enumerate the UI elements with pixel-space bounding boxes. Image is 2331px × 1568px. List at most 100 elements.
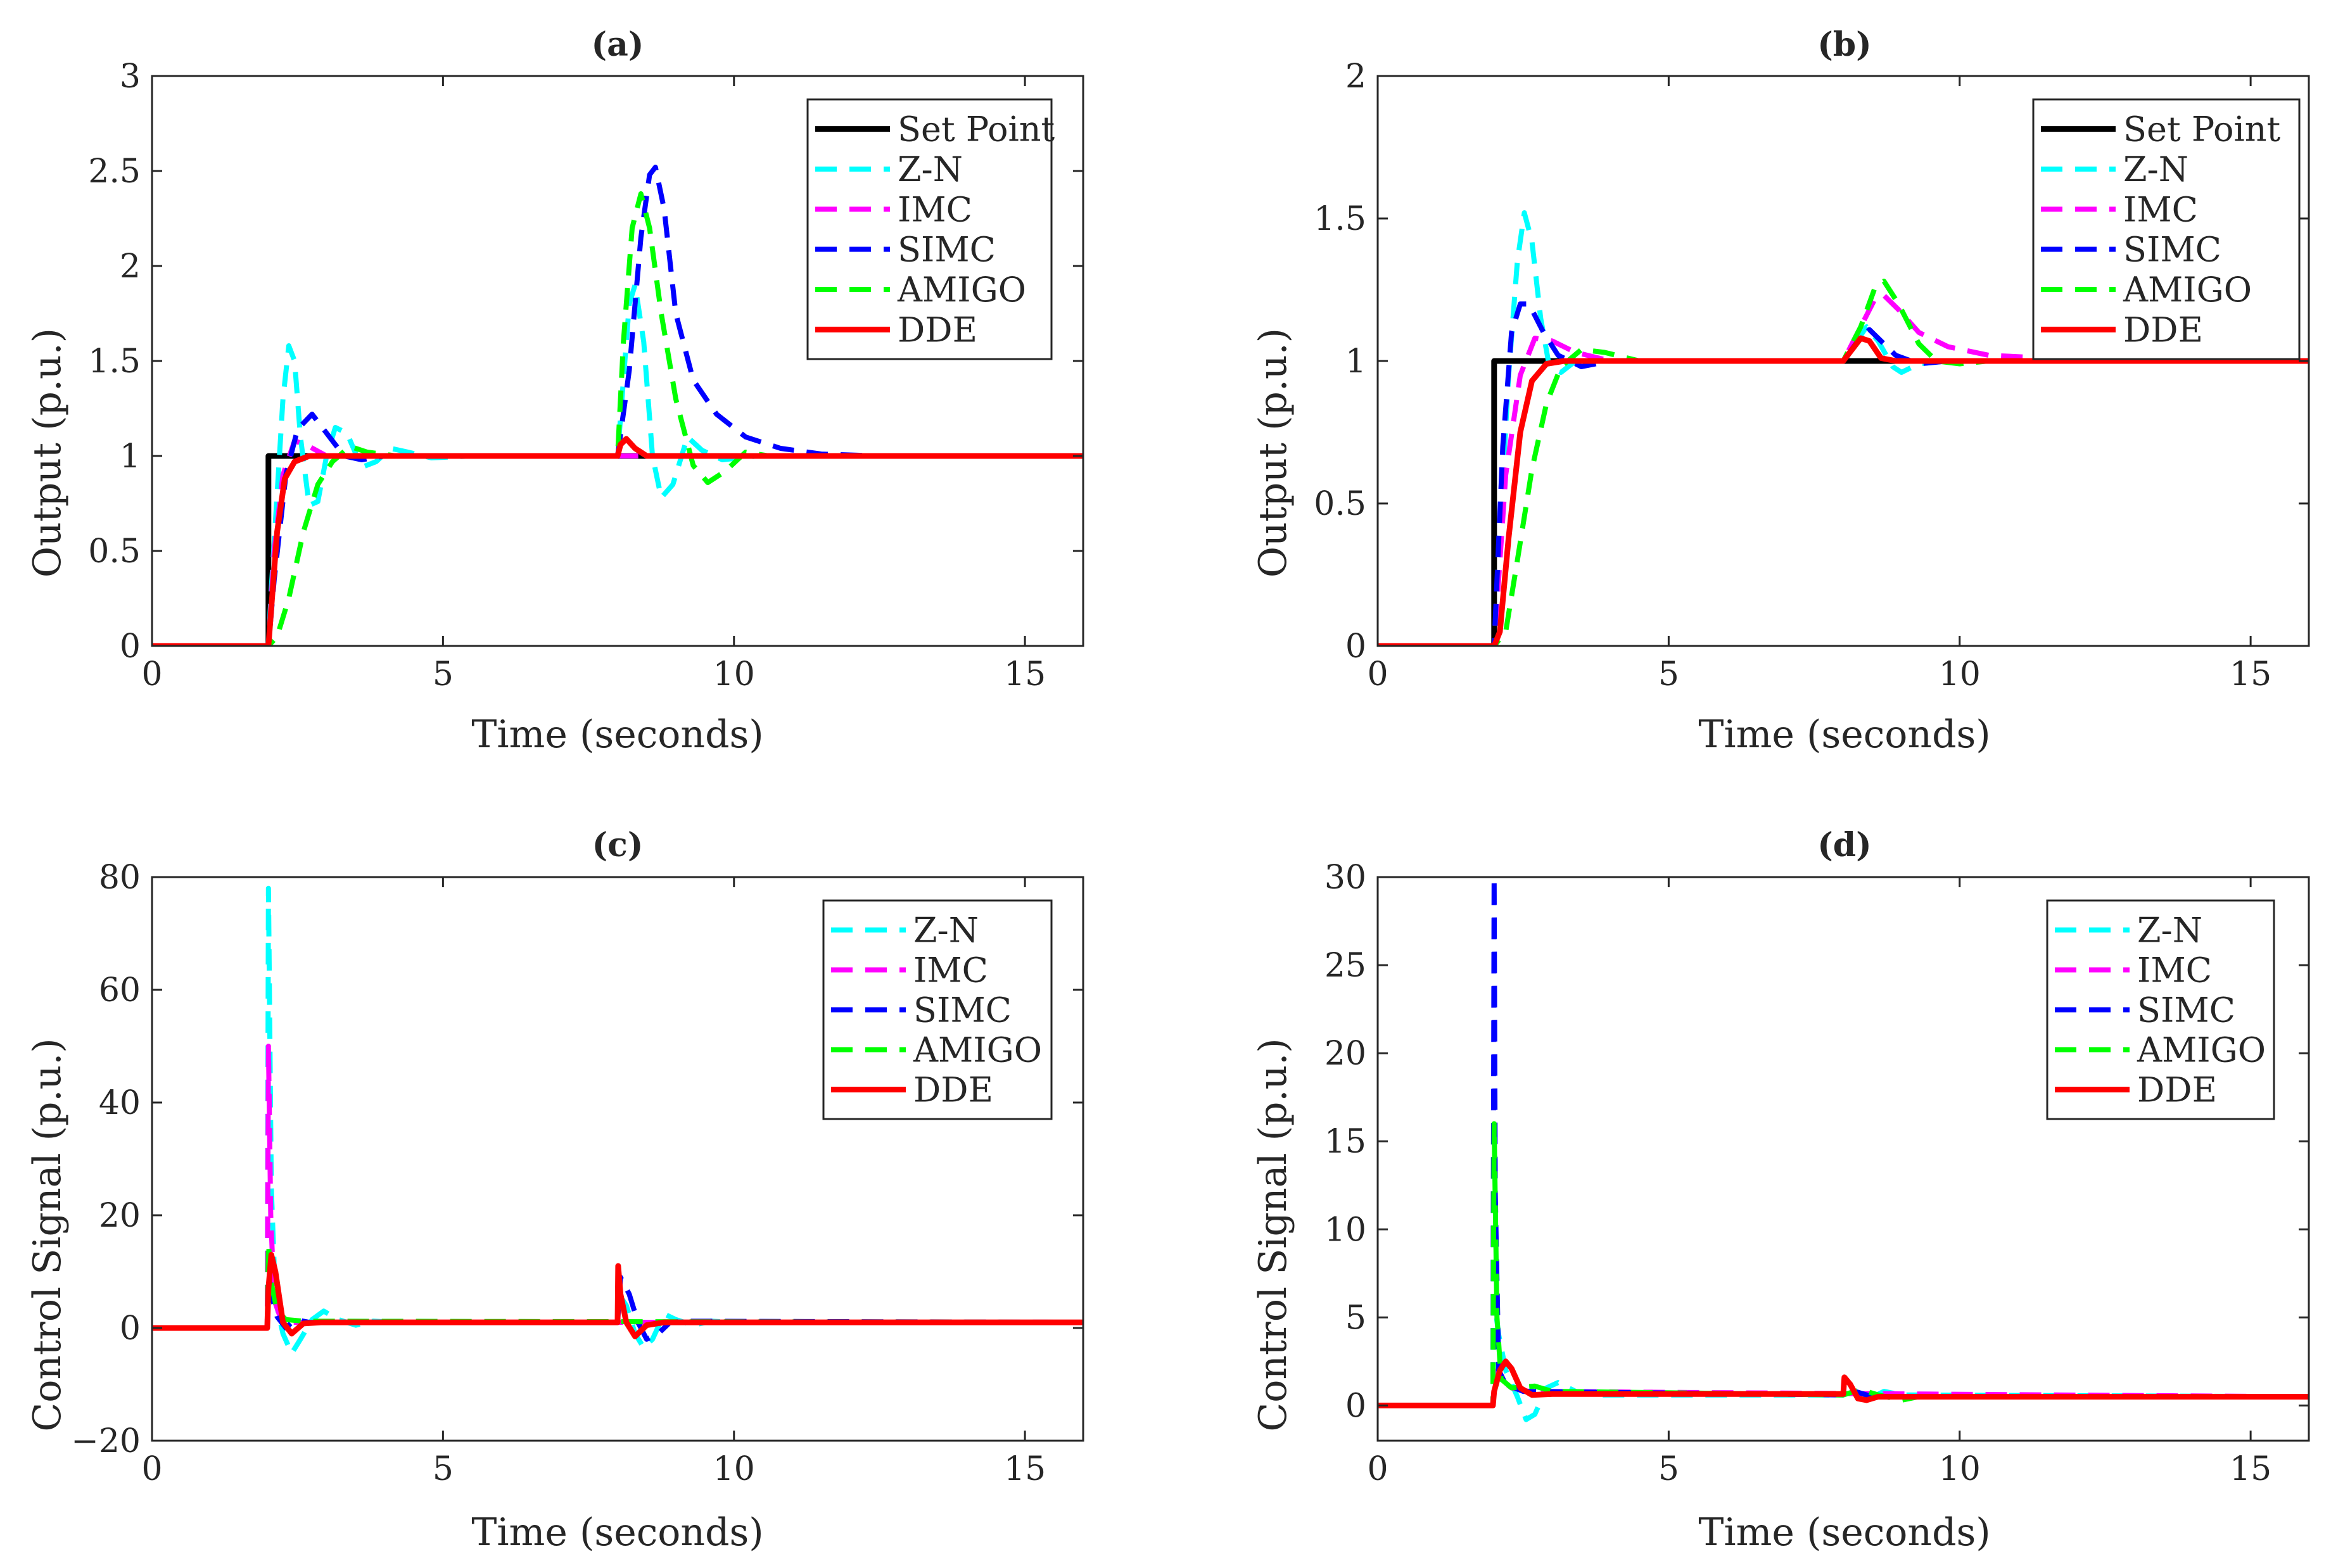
- legend-label: AMIGO: [2123, 270, 2252, 310]
- x-tick-label: 5: [1658, 1450, 1679, 1488]
- panel-title: (a): [592, 25, 644, 64]
- x-tick-label: 5: [433, 1450, 454, 1488]
- axes-box: [1376, 876, 2310, 1442]
- legend-box: [822, 899, 1053, 1120]
- legend-box: [2046, 899, 2275, 1120]
- series-line-amigo: [152, 191, 1083, 646]
- y-tick-label: 2.5: [88, 153, 141, 191]
- x-tick-label: 15: [2230, 655, 2271, 693]
- series-group: [1378, 210, 2309, 646]
- x-tick-label: 0: [1367, 655, 1388, 693]
- series-line-simc: [1378, 877, 2309, 1408]
- x-tick-label: 10: [713, 655, 755, 693]
- x-tick-label: 10: [1939, 655, 1981, 693]
- y-tick-label: −20: [71, 1422, 141, 1460]
- y-tick-label: 60: [99, 971, 141, 1009]
- panel-title: (d): [1817, 826, 1872, 864]
- series-line-z-n: [1378, 210, 2309, 646]
- legend-label: Set Point: [2123, 110, 2281, 149]
- x-tick-label: 10: [1939, 1450, 1981, 1488]
- series-line-dde: [1378, 335, 2309, 646]
- legend-label: SIMC: [2137, 990, 2235, 1030]
- series-line-imc: [1378, 293, 2309, 646]
- x-axis-label: Time (seconds): [471, 712, 763, 757]
- x-tick-label: 5: [433, 655, 454, 693]
- series-line-amigo: [1378, 1121, 2309, 1408]
- y-tick-label: 1.5: [1314, 200, 1366, 238]
- legend-box: [2032, 98, 2301, 360]
- legend-label: Z-N: [898, 149, 963, 189]
- y-tick-label: 80: [99, 859, 141, 897]
- legend-label: Z-N: [2137, 911, 2202, 951]
- legend-label: DDE: [2137, 1070, 2217, 1110]
- series-line-simc: [152, 165, 1083, 646]
- x-tick-label: 15: [2230, 1450, 2271, 1488]
- x-tick-label: 15: [1004, 655, 1046, 693]
- chart-panel-d: (d) Time (seconds) Control Signal (p.u.)…: [1251, 826, 2310, 1555]
- x-tick-label: 15: [1004, 1450, 1046, 1488]
- y-tick-label: 20: [99, 1197, 141, 1235]
- series-line-dde: [1378, 1358, 2309, 1408]
- y-tick-label: 2: [1345, 58, 1366, 96]
- chart-panel-b: (b) Time (seconds) Output (p.u.) 0 5 10 150…: [1251, 25, 2310, 757]
- legend-label: AMIGO: [913, 1030, 1042, 1070]
- chart-panel-a: (a) Time (seconds) Output (p.u.) 0 5 10 150…: [25, 25, 1084, 757]
- x-tick-label: 10: [713, 1450, 755, 1488]
- series-group: [152, 885, 1083, 1356]
- series-group: [152, 165, 1083, 646]
- y-tick-label: 30: [1324, 859, 1366, 897]
- legend-label: IMC: [2137, 951, 2212, 990]
- x-axis-label: Time (seconds): [1698, 712, 1990, 757]
- series-line-dde: [152, 436, 1083, 646]
- panel-title: (c): [592, 826, 644, 864]
- y-tick-label: 0.5: [1314, 485, 1366, 523]
- legend-label: IMC: [2123, 189, 2198, 229]
- series-line-amigo: [152, 1241, 1083, 1331]
- y-tick-label: 3: [120, 58, 141, 96]
- y-tick-label: 0: [120, 628, 141, 666]
- x-tick-label: 0: [1367, 1450, 1388, 1488]
- series-line-z-n: [152, 282, 1083, 646]
- y-tick-label: 1: [120, 438, 141, 476]
- y-axis-label: Control Signal (p.u.): [25, 1038, 70, 1431]
- series-line-dde: [152, 1251, 1083, 1339]
- legend-label: Set Point: [898, 110, 1055, 149]
- y-tick-label: 25: [1324, 947, 1366, 985]
- y-tick-label: 40: [99, 1084, 141, 1122]
- y-tick-label: 0.5: [88, 533, 141, 571]
- y-tick-label: 0: [1345, 628, 1366, 666]
- chart-panel-c: (c) Time (seconds) Control Signal (p.u.)…: [25, 826, 1084, 1555]
- axes-box: [151, 876, 1084, 1442]
- y-tick-label: 0: [1345, 1387, 1366, 1425]
- panel-title: (b): [1817, 25, 1872, 64]
- x-tick-label: 0: [141, 1450, 162, 1488]
- legend-label: IMC: [913, 951, 988, 990]
- y-axis-label: Output (p.u.): [25, 328, 70, 578]
- legend-label: IMC: [898, 189, 972, 229]
- legend-label: SIMC: [898, 230, 996, 270]
- y-tick-label: 1.5: [88, 343, 141, 381]
- y-axis-label: Control Signal (p.u.): [1251, 1038, 1295, 1431]
- legend-label: Z-N: [2123, 149, 2188, 189]
- legend-label: SIMC: [913, 990, 1012, 1030]
- x-axis-label: Time (seconds): [1698, 1510, 1990, 1555]
- x-tick-label: 0: [141, 655, 162, 693]
- y-tick-label: 2: [120, 248, 141, 286]
- legend-label: AMIGO: [897, 270, 1026, 310]
- legend-label: DDE: [2123, 310, 2203, 350]
- x-tick-label: 5: [1658, 655, 1679, 693]
- y-tick-label: 20: [1324, 1035, 1366, 1073]
- y-tick-label: 5: [1345, 1299, 1366, 1337]
- y-tick-label: 1: [1345, 343, 1366, 381]
- y-tick-label: 10: [1324, 1211, 1366, 1249]
- legend-label: AMIGO: [2137, 1030, 2266, 1070]
- legend-label: Z-N: [913, 911, 979, 951]
- y-tick-label: 15: [1324, 1123, 1366, 1161]
- legend-box: [806, 98, 1053, 360]
- legend-label: SIMC: [2123, 230, 2221, 270]
